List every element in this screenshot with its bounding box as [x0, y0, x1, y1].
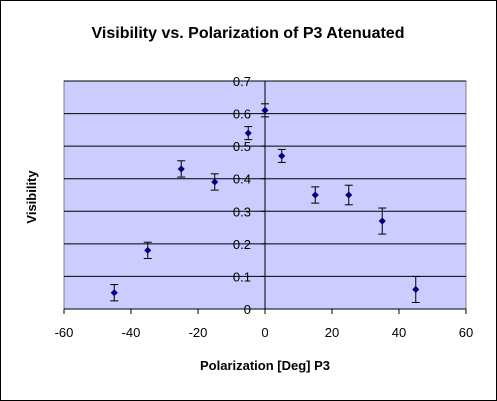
y-tick-label: 0	[244, 302, 251, 317]
x-tick-label: 20	[325, 325, 339, 340]
data-point	[412, 285, 420, 293]
data-point	[144, 246, 152, 254]
y-axis-title: Visibility	[24, 170, 39, 224]
y-tick-label: 0.4	[233, 172, 251, 187]
data-points	[110, 106, 420, 297]
data-point	[261, 106, 269, 114]
y-tick-label: 0.3	[233, 204, 251, 219]
x-tick-label: 60	[459, 325, 473, 340]
data-point	[211, 178, 219, 186]
y-tick-label: 0.6	[233, 107, 251, 122]
data-point	[311, 191, 319, 199]
y-tick-label: 0.1	[233, 269, 251, 284]
y-tick-label: 0.7	[233, 74, 251, 89]
x-tick-labels: -60 -40 -20 0 20 40 60	[55, 325, 474, 340]
chart-title: Visibility vs. Polarization of P3 Atenua…	[92, 25, 405, 42]
y-tick-labels: 0 0.1 0.2 0.3 0.4 0.5 0.6 0.7	[233, 74, 251, 317]
x-tick-label: 0	[261, 325, 268, 340]
data-point	[345, 191, 353, 199]
x-tick-label: 40	[392, 325, 406, 340]
x-axis-title: Polarization [Deg] P3	[200, 358, 330, 373]
data-point	[110, 289, 118, 297]
y-tick-label: 0.5	[233, 139, 251, 154]
x-tick-label: -20	[189, 325, 208, 340]
x-tick-label: -40	[122, 325, 141, 340]
data-point	[244, 129, 252, 137]
x-tick-label: -60	[55, 325, 74, 340]
data-point	[278, 152, 286, 160]
data-point	[378, 217, 386, 225]
y-tick-label: 0.2	[233, 237, 251, 252]
data-point	[177, 165, 185, 173]
axes	[63, 80, 467, 314]
